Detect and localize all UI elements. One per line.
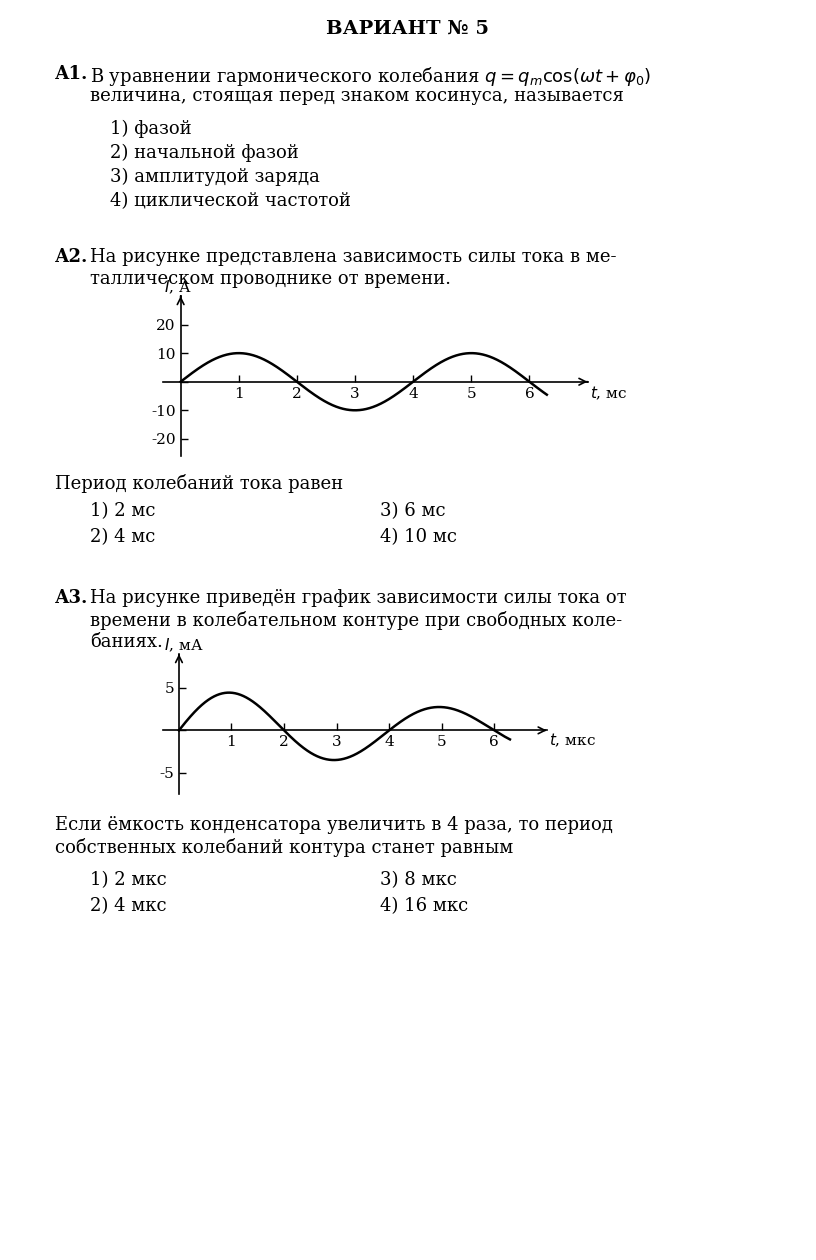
Text: 4) 16 мкс: 4) 16 мкс [380, 897, 468, 915]
Text: А2.: А2. [55, 248, 88, 266]
Text: 3) 6 мс: 3) 6 мс [380, 501, 446, 520]
Text: А3.: А3. [55, 588, 88, 607]
Text: $t$, мкс: $t$, мкс [549, 732, 596, 750]
Text: На рисунке представлена зависимость силы тока в ме-: На рисунке представлена зависимость силы… [90, 248, 617, 266]
Text: баниях.: баниях. [90, 633, 163, 651]
Text: времени в колебательном контуре при свободных коле-: времени в колебательном контуре при своб… [90, 611, 622, 630]
Text: ВАРИАНТ № 5: ВАРИАНТ № 5 [326, 20, 490, 38]
Text: таллическом проводнике от времени.: таллическом проводнике от времени. [90, 270, 451, 289]
Text: 1) 2 мкс: 1) 2 мкс [90, 871, 166, 890]
Text: 4) 10 мс: 4) 10 мс [380, 528, 457, 546]
Text: На рисунке приведён график зависимости силы тока от: На рисунке приведён график зависимости с… [90, 588, 627, 607]
Text: В уравнении гармонического колебания $q = q_m\cos(\omega t + \varphi_0)$: В уравнении гармонического колебания $q … [90, 66, 651, 88]
Text: 3) амплитудой заряда: 3) амплитудой заряда [110, 168, 320, 186]
Text: 1) фазой: 1) фазой [110, 120, 192, 139]
Text: 3) 8 мкс: 3) 8 мкс [380, 871, 457, 890]
Text: 2) 4 мс: 2) 4 мс [90, 528, 155, 546]
Text: А1.: А1. [55, 66, 88, 83]
Text: величина, стоящая перед знаком косинуса, называется: величина, стоящая перед знаком косинуса,… [90, 87, 624, 105]
Text: $I$, А: $I$, А [164, 278, 192, 296]
Text: 2) 4 мкс: 2) 4 мкс [90, 897, 166, 915]
Text: Если ёмкость конденсатора увеличить в 4 раза, то период: Если ёмкость конденсатора увеличить в 4 … [55, 816, 613, 834]
Text: Период колебаний тока равен: Период колебаний тока равен [55, 474, 343, 493]
Text: $I$, мА: $I$, мА [164, 636, 204, 654]
Text: $t$, мс: $t$, мс [591, 384, 628, 402]
Text: 1) 2 мс: 1) 2 мс [90, 501, 156, 520]
Text: собственных колебаний контура станет равным: собственных колебаний контура станет рав… [55, 838, 513, 857]
Text: 4) циклической частотой: 4) циклической частотой [110, 192, 351, 210]
Text: 2) начальной фазой: 2) начальной фазой [110, 144, 299, 163]
